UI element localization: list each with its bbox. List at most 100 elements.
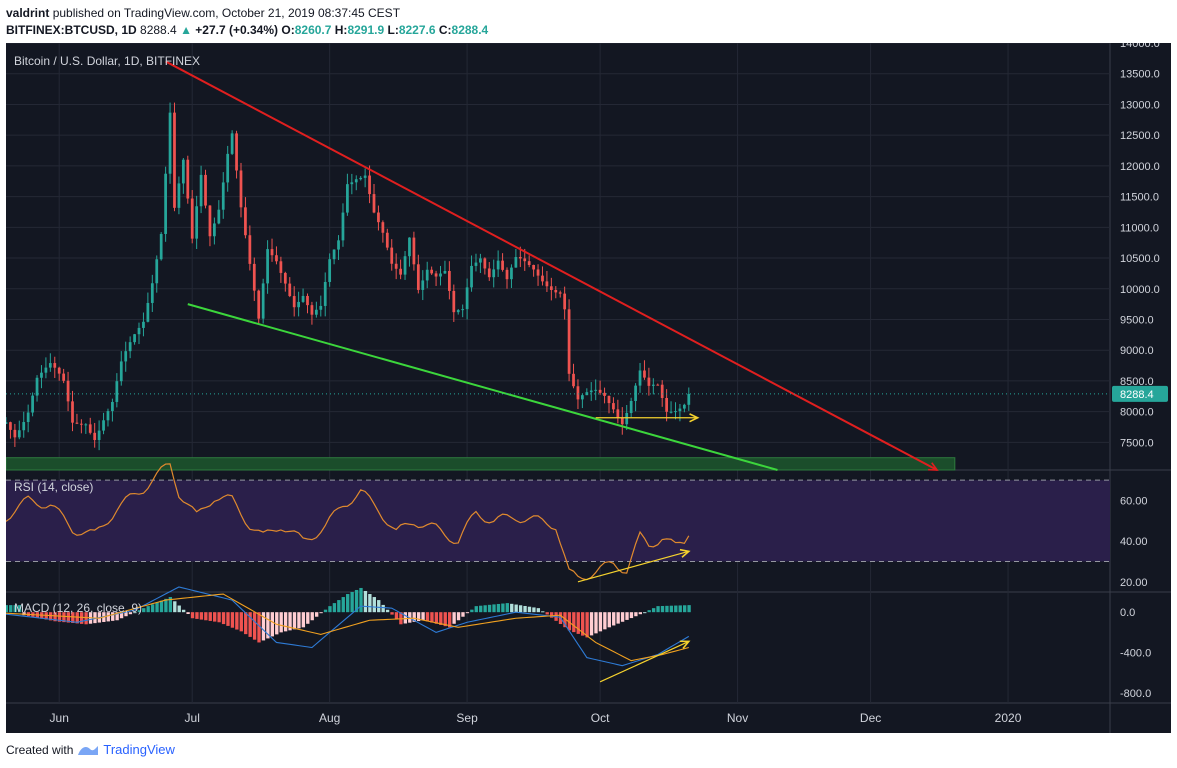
candle-body (35, 377, 39, 396)
macd-histogram-bar (629, 612, 634, 619)
price-pane-title: Bitcoin / U.S. Dollar, 1D, BITFINEX (14, 54, 200, 68)
candle-body (651, 384, 655, 386)
candle-body (603, 392, 606, 396)
candle-body (505, 269, 509, 280)
macd-histogram-bar (106, 612, 110, 622)
candle-body (319, 305, 323, 310)
author-name[interactable]: valdrint (6, 6, 50, 20)
last-price-tag (1112, 385, 1168, 402)
candle-body (133, 334, 136, 343)
candle-body (53, 363, 57, 368)
macd-histogram-bar (465, 612, 470, 614)
macd-histogram-bar (385, 609, 390, 613)
y-tick-label: 10000.0 (1120, 284, 1160, 296)
arrow-head (679, 548, 691, 558)
rsi-tick-label: 20.00 (1120, 577, 1148, 589)
y-tick-label: 10500.0 (1120, 253, 1160, 265)
candle-body (581, 395, 584, 400)
x-tick-label: Dec (860, 711, 881, 725)
rsi-trend-line[interactable] (577, 550, 689, 583)
candle-body (181, 159, 185, 184)
y-tick-label: 13500.0 (1120, 69, 1160, 81)
resistance-line[interactable] (165, 60, 938, 471)
macd-histogram-bar (656, 606, 660, 613)
last-price-label: 8288.4 (1120, 389, 1154, 401)
y-tick-label: 8000.0 (1120, 407, 1154, 419)
macd-histogram-bar (199, 612, 204, 620)
y-tick-label: 13000.0 (1120, 99, 1160, 111)
macd-histogram-bar (678, 605, 682, 613)
macd-histogram-bar (9, 605, 13, 613)
y-tick-label: 9500.0 (1120, 314, 1154, 326)
candle-body (57, 367, 61, 374)
candle-body (137, 327, 141, 335)
macd-histogram-bar (270, 612, 274, 637)
candle-body (487, 268, 491, 278)
candle-body (261, 283, 265, 319)
candle-body (350, 182, 354, 185)
macd-histogram-bar (359, 587, 363, 613)
candle-body (359, 177, 363, 180)
macd-histogram-bar (607, 612, 611, 628)
macd-histogram-bar (168, 597, 173, 613)
ohlc: O:8260.7 H:8291.9 L:8227.6 C:8288.4 (281, 23, 489, 37)
macd-histogram-bar (13, 605, 17, 613)
macd-histogram-bar (341, 597, 345, 613)
macd-histogram-bar (483, 605, 487, 613)
candle-body (523, 258, 527, 262)
candle-body (9, 422, 12, 430)
candle-body (598, 389, 602, 393)
candle-body (310, 305, 314, 315)
candle-body (173, 112, 176, 208)
macd-histogram-bar (572, 612, 576, 633)
macd-histogram-bar (230, 612, 235, 628)
macd-histogram-bar (217, 612, 221, 623)
macd-histogram-bar (527, 606, 532, 613)
support-zone (6, 457, 956, 471)
macd-histogram-bar (62, 612, 66, 623)
macd-histogram-bar (226, 612, 230, 626)
candle-body (346, 184, 349, 213)
arrow-head (689, 413, 700, 423)
y-tick-label: 14000.0 (1120, 43, 1160, 50)
candle-body (146, 302, 150, 322)
y-tick-label: 8500.0 (1120, 376, 1154, 388)
rsi-tick-label: 40.00 (1120, 536, 1148, 548)
up-triangle-icon: ▲ (180, 23, 192, 37)
macd-histogram-bar (323, 609, 328, 613)
macd-histogram-bar (456, 612, 461, 621)
candle-body (496, 260, 500, 270)
candle-body (168, 112, 172, 174)
macd-histogram-bar (682, 605, 687, 613)
candle-body (124, 351, 128, 362)
macd-histogram-bar (266, 612, 270, 639)
candle-body (26, 412, 30, 423)
macd-histogram-bar (620, 612, 625, 622)
candle-body (616, 409, 620, 418)
candle-body (394, 263, 398, 269)
candle-body (656, 384, 660, 386)
macd-histogram-bar (111, 612, 115, 621)
macd-histogram-bar (275, 612, 279, 635)
x-tick-label: Nov (727, 711, 748, 725)
macd-histogram-bar (567, 612, 572, 631)
candle-body (532, 264, 535, 270)
macd-histogram-bar (186, 612, 190, 614)
candle-body (381, 222, 385, 233)
macd-histogram-bar (346, 594, 350, 613)
macd-histogram-bar (164, 598, 168, 613)
tradingview-logo-icon (78, 745, 99, 755)
macd-histogram-bar (545, 612, 549, 615)
macd-trend-line[interactable] (599, 640, 690, 683)
created-with-text: Created with (6, 742, 74, 757)
macd-histogram-bar (115, 612, 119, 621)
candle-body (678, 408, 682, 412)
macd-histogram-bar (319, 612, 323, 614)
chart-canvas[interactable]: Jun Jul Aug Sep Oct Nov Dec 2020 7500.0 8000.0 850… (6, 43, 1171, 733)
macd-histogram-bar (314, 612, 319, 617)
tradingview-link[interactable]: TradingView (103, 742, 175, 757)
candle-body (328, 259, 332, 282)
support-line[interactable] (187, 303, 778, 471)
macd-histogram-bar (425, 612, 430, 622)
candle-body (6, 422, 8, 424)
